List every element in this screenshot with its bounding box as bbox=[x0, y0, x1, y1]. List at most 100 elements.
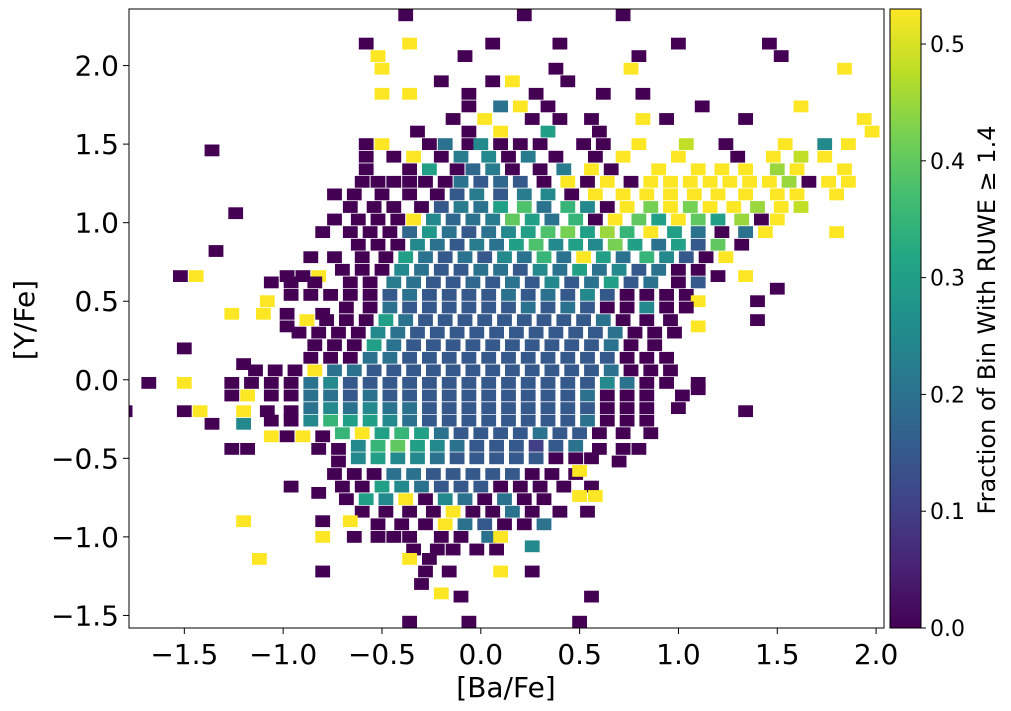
heatmap-cell bbox=[560, 175, 576, 188]
heatmap-cell bbox=[544, 364, 560, 377]
heatmap-cell bbox=[599, 301, 615, 314]
heatmap-cell bbox=[584, 276, 599, 289]
heatmap-cell bbox=[580, 175, 595, 188]
heatmap-cell bbox=[406, 276, 421, 289]
heatmap-cell bbox=[327, 364, 342, 377]
heatmap-cell bbox=[548, 452, 564, 465]
heatmap-cell bbox=[208, 245, 224, 257]
heatmap-cell bbox=[248, 364, 263, 377]
heatmap-cell bbox=[497, 518, 512, 531]
heatmap-cell bbox=[520, 289, 536, 301]
heatmap-cell bbox=[366, 201, 382, 213]
heatmap-cell bbox=[342, 351, 358, 364]
heatmap-cell bbox=[342, 201, 358, 213]
heatmap-cell bbox=[358, 314, 374, 326]
heatmap-cell bbox=[485, 213, 501, 226]
heatmap-cell bbox=[402, 301, 417, 314]
heatmap-cell bbox=[556, 163, 572, 176]
heatmap-cell bbox=[188, 270, 204, 282]
heatmap-cell bbox=[773, 50, 789, 62]
heatmap-cells bbox=[129, 9, 880, 628]
heatmap-cell bbox=[437, 138, 453, 150]
heatmap-cell bbox=[619, 301, 635, 314]
heatmap-cell bbox=[856, 113, 872, 125]
heatmap-cell bbox=[540, 188, 556, 201]
heatmap-cell bbox=[690, 213, 706, 226]
heatmap-cell bbox=[299, 314, 315, 326]
heatmap-cell bbox=[516, 201, 532, 213]
heatmap-cell bbox=[619, 377, 635, 389]
heatmap-cell bbox=[224, 307, 240, 320]
heatmap-cell bbox=[263, 430, 279, 443]
heatmap-cell bbox=[303, 351, 319, 364]
heatmap-cell bbox=[615, 314, 631, 326]
heatmap-cell bbox=[777, 138, 793, 150]
heatmap-cell bbox=[402, 175, 417, 188]
heatmap-cell bbox=[469, 188, 485, 201]
heatmap-cell bbox=[584, 590, 599, 603]
heatmap-cell bbox=[493, 175, 508, 188]
heatmap-cell bbox=[457, 493, 473, 506]
heatmap-cell bbox=[410, 439, 425, 452]
heatmap-cell bbox=[769, 188, 785, 201]
heatmap-cell bbox=[690, 263, 706, 276]
heatmap-cell bbox=[580, 414, 595, 427]
heatmap-cell bbox=[738, 405, 753, 418]
heatmap-cell bbox=[382, 301, 398, 314]
heatmap-cell bbox=[410, 238, 425, 251]
heatmap-cell bbox=[599, 226, 615, 238]
heatmap-cell bbox=[734, 238, 750, 251]
heatmap-cell bbox=[501, 377, 516, 389]
heatmap-cell bbox=[445, 543, 461, 556]
heatmap-cell bbox=[418, 518, 433, 531]
heatmap-cell bbox=[350, 452, 366, 465]
heatmap-cell bbox=[339, 301, 354, 314]
heatmap-cell bbox=[279, 307, 295, 320]
heatmap-cell bbox=[580, 301, 595, 314]
heatmap-cell bbox=[580, 226, 595, 238]
heatmap-cell bbox=[461, 402, 477, 414]
heatmap-cell bbox=[817, 150, 833, 163]
heatmap-cell bbox=[603, 276, 619, 289]
heatmap-cell bbox=[489, 439, 504, 452]
heatmap-cell bbox=[580, 351, 595, 364]
heatmap-cell bbox=[291, 326, 307, 339]
heatmap-cell bbox=[516, 314, 532, 326]
heatmap-cell bbox=[465, 276, 481, 289]
heatmap-cell bbox=[461, 414, 477, 427]
heatmap-cell bbox=[354, 480, 370, 493]
heatmap-cell bbox=[303, 377, 319, 389]
heatmap-cell bbox=[536, 314, 552, 326]
heatmap-cell bbox=[477, 493, 493, 506]
heatmap-cell bbox=[524, 113, 540, 125]
heatmap-cell bbox=[366, 468, 382, 480]
heatmap-cell bbox=[429, 439, 445, 452]
heatmap-cell bbox=[370, 238, 386, 251]
heatmap-cell bbox=[501, 402, 516, 414]
heatmap-cell bbox=[552, 37, 568, 50]
heatmap-cell bbox=[540, 351, 556, 364]
heatmap-cell bbox=[394, 427, 410, 440]
heatmap-cell bbox=[402, 615, 417, 628]
heatmap-cell bbox=[690, 383, 706, 396]
heatmap-cell bbox=[682, 175, 698, 188]
heatmap-cell bbox=[750, 314, 765, 326]
heatmap-cell bbox=[370, 518, 386, 531]
heatmap-cell bbox=[532, 263, 548, 276]
heatmap-cell bbox=[315, 430, 331, 443]
heatmap-cell bbox=[346, 339, 362, 352]
heatmap-cell bbox=[501, 301, 516, 314]
heatmap-cell bbox=[311, 270, 327, 282]
heatmap-cell bbox=[789, 163, 805, 176]
heatmap-cell bbox=[595, 138, 611, 150]
heatmap-cell bbox=[524, 213, 540, 226]
heatmap-cell bbox=[580, 289, 595, 301]
heatmap-cell bbox=[532, 163, 548, 176]
heatmap-cell bbox=[528, 87, 544, 100]
heatmap-cell bbox=[402, 414, 417, 427]
heatmap-cell bbox=[556, 480, 572, 493]
heatmap-cell bbox=[801, 175, 817, 188]
heatmap-cell bbox=[429, 238, 445, 251]
heatmap-cell bbox=[552, 505, 568, 518]
y-tick-label: 0.0 bbox=[74, 364, 119, 397]
